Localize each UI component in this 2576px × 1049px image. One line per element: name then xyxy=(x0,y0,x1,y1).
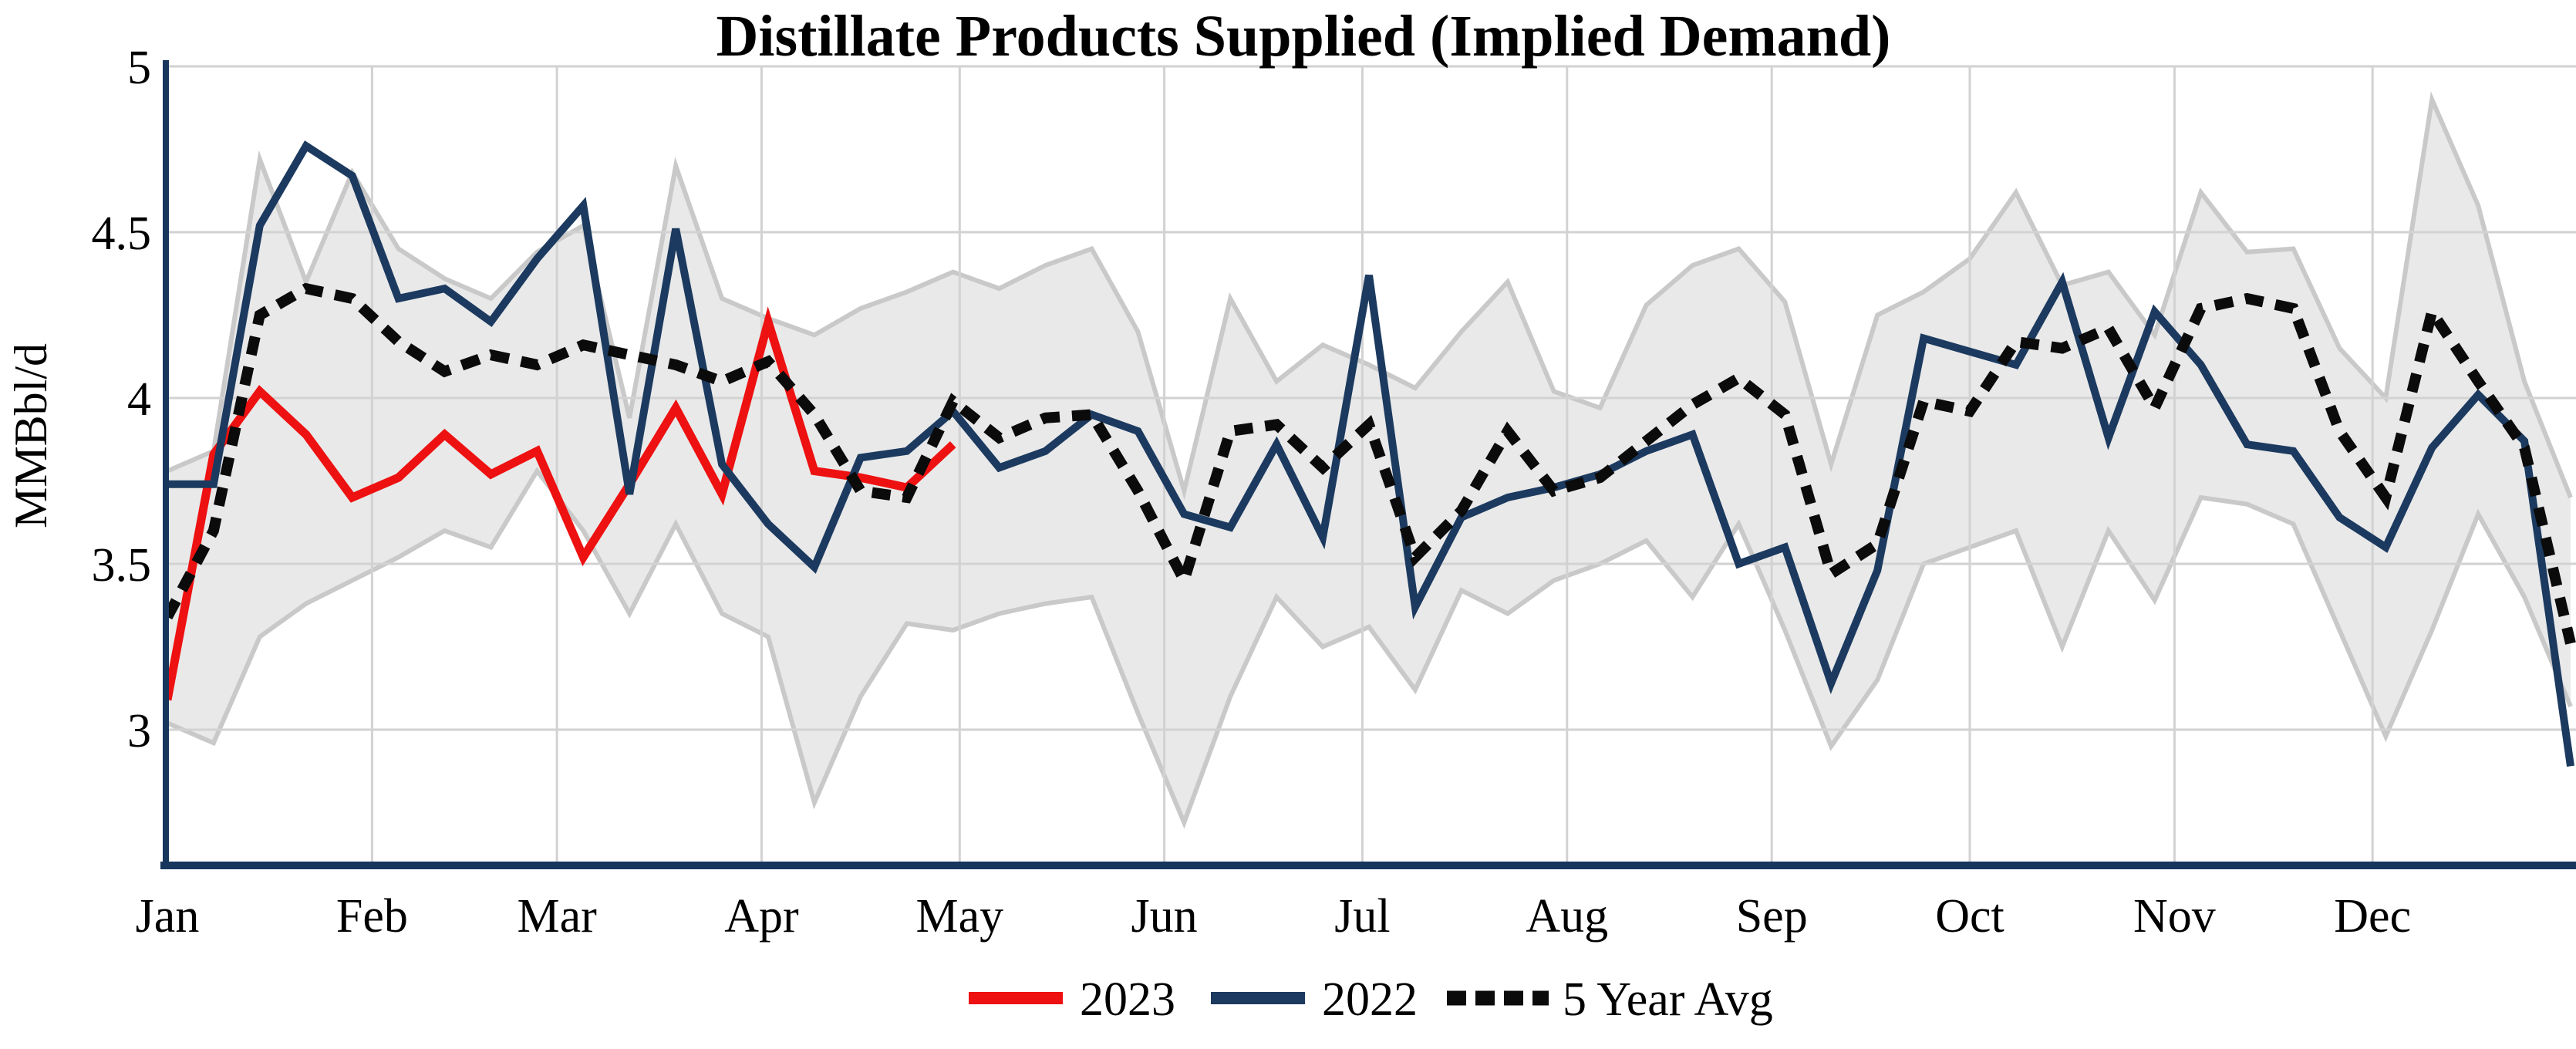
series-line-5-year-avg xyxy=(162,282,2576,645)
x-tick-jan: Jan xyxy=(136,890,200,943)
x-tick-jul: Jul xyxy=(1334,890,1390,943)
x-tick-oct: Oct xyxy=(1935,890,2004,943)
y-tick-labels: 5 4.5 4 3.5 3 xyxy=(92,42,152,757)
series-line-2023 xyxy=(163,306,956,701)
x-tick-may: May xyxy=(915,890,1003,943)
y-tick-3: 3 xyxy=(127,705,151,757)
x-tick-apr: Apr xyxy=(724,890,799,943)
gridline-layer xyxy=(169,65,2576,865)
y-tick-5: 5 xyxy=(127,42,151,94)
x-tick-labels: Jan Feb Mar Apr May Jun Jul Aug Sep Oct … xyxy=(136,890,2411,943)
series-line-layer xyxy=(162,140,2576,767)
y-axis-label: MMBbl/d xyxy=(5,343,56,528)
y-tick-4-5: 4.5 xyxy=(92,207,152,260)
x-tick-dec: Dec xyxy=(2334,890,2411,943)
chart-title: Distillate Products Supplied (Implied De… xyxy=(716,4,1891,69)
series-line-2022 xyxy=(167,140,2574,767)
five-year-range-upper-edge xyxy=(166,91,2573,501)
legend: 2023 2022 5 Year Avg xyxy=(969,973,1773,1026)
x-tick-mar: Mar xyxy=(517,890,597,943)
five-year-range-lower-edge xyxy=(166,467,2573,829)
x-tick-jun: Jun xyxy=(1131,890,1198,943)
legend-label-5-year-avg: 5 Year Avg xyxy=(1563,973,1773,1026)
y-tick-4: 4 xyxy=(127,373,151,426)
legend-label-2023: 2023 xyxy=(1080,973,1175,1026)
x-tick-feb: Feb xyxy=(336,890,408,943)
five-year-range-band-layer xyxy=(166,91,2573,829)
legend-label-2022: 2022 xyxy=(1322,973,1418,1026)
x-tick-nov: Nov xyxy=(2133,890,2216,943)
x-tick-aug: Aug xyxy=(1526,890,1608,943)
y-tick-3-5: 3.5 xyxy=(92,539,152,592)
x-tick-sep: Sep xyxy=(1736,890,1808,943)
